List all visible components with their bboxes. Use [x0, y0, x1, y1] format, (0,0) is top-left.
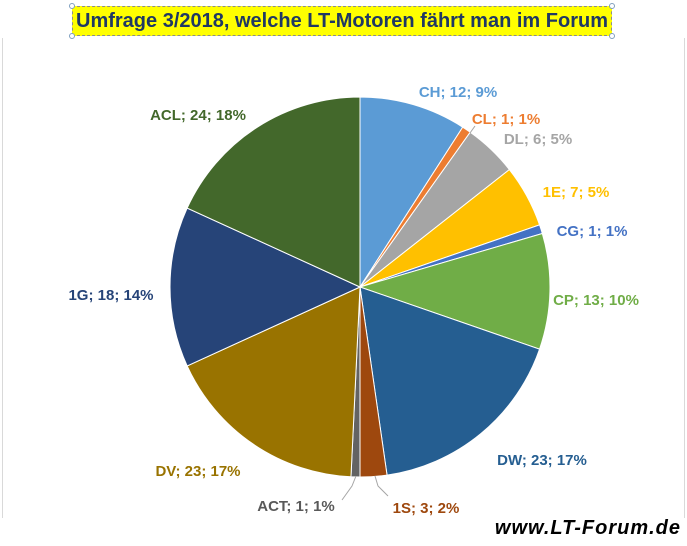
data-label-act: ACT; 1; 1%: [257, 498, 335, 515]
title-selection-handle-top-right[interactable]: [609, 3, 615, 9]
data-label-cg: CG; 1; 1%: [557, 223, 628, 240]
watermark-text: www.LT-Forum.de: [494, 517, 681, 539]
pie-slice-ch[interactable]: [359, 96, 464, 289]
data-label-cl: CL; 1; 1%: [472, 111, 540, 128]
data-label-dv: DV; 23; 17%: [155, 463, 240, 480]
pie-slice-dw[interactable]: [359, 286, 541, 476]
data-label-1g: 1G; 18; 14%: [68, 287, 153, 304]
pie-slice-cp[interactable]: [358, 232, 551, 350]
leader-line-1s: [374, 475, 389, 497]
chart-title: Umfrage 3/2018, welche LT-Motoren fährt …: [76, 9, 608, 32]
chart-frame-left-edge: [2, 38, 3, 518]
data-label-acl: ACL; 24; 18%: [150, 107, 246, 124]
data-label-1s: 1S; 3; 2%: [393, 500, 460, 517]
data-label-ch: CH; 12; 9%: [419, 84, 497, 101]
title-selection-handle-bottom-right[interactable]: [609, 33, 615, 39]
title-selection-handle-bottom-left[interactable]: [69, 33, 75, 39]
leader-line-act: [341, 475, 357, 501]
data-label-dw: DW; 23; 17%: [497, 452, 587, 469]
data-label-1e: 1E; 7; 5%: [543, 184, 610, 201]
pie-slice-acl[interactable]: [186, 96, 361, 288]
data-label-cp: CP; 13; 10%: [553, 292, 639, 309]
pie-slice-dv[interactable]: [186, 286, 361, 478]
pie-slice-1g[interactable]: [169, 207, 362, 367]
chart-title-box[interactable]: Umfrage 3/2018, welche LT-Motoren fährt …: [72, 6, 612, 36]
chart-frame-right-edge: [684, 38, 685, 518]
data-label-dl: DL; 6; 5%: [504, 131, 572, 148]
leader-line-cl: [469, 125, 476, 134]
title-selection-handle-top-left[interactable]: [69, 3, 75, 9]
